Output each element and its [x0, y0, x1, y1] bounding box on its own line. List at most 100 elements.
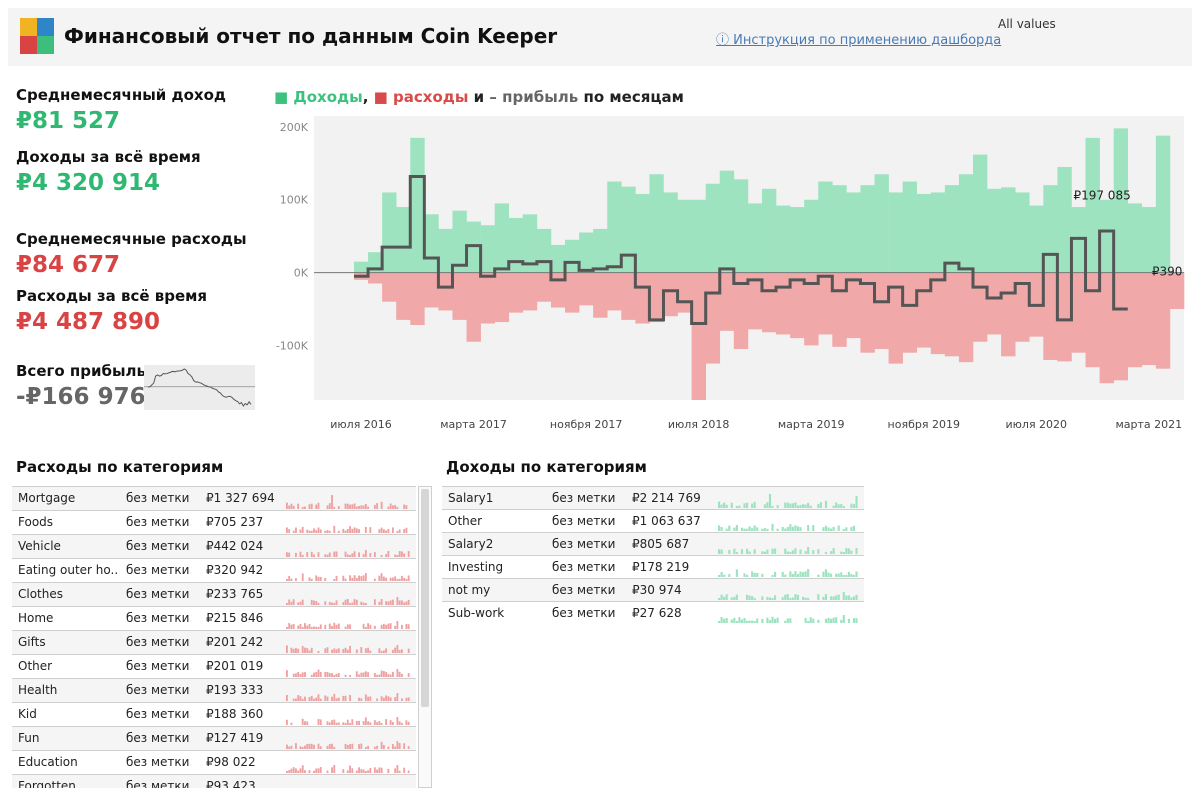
table-row[interactable]: Investing без метки ₽178 219 [442, 555, 864, 578]
expense-bar [1099, 272, 1114, 384]
sparkline-bar [346, 503, 349, 509]
sparkline-bar [799, 549, 802, 554]
sparkline-bar [774, 548, 777, 554]
sparkline-bar [771, 506, 774, 508]
sparkline-bar [373, 599, 376, 605]
table-row[interactable]: Forgotten без метки ₽93 423 [12, 774, 416, 788]
sparkline-bar [317, 627, 320, 629]
filter-label[interactable]: All values [998, 17, 1056, 31]
monthly-chart[interactable]: 200K 100K 0K -100K июля 2016 марта 2017 ноября… [270, 108, 1192, 430]
sparkline-bar [349, 723, 351, 725]
sparkline-bar [344, 578, 347, 581]
sparkline-bar [382, 744, 385, 749]
table-row[interactable]: not my без метки ₽30 974 [442, 578, 864, 601]
sparkline-bar [396, 717, 399, 725]
category-sparkline [718, 569, 858, 577]
income-bar [494, 203, 510, 273]
table-row[interactable]: Salary1 без метки ₽2 214 769 [442, 486, 864, 509]
table-row[interactable]: Health без метки ₽193 333 [12, 678, 416, 702]
expenses-table[interactable]: Mortgage без метки ₽1 327 694 Foods без метк… [12, 486, 416, 788]
table-row[interactable]: Gifts без метки ₽201 242 [12, 630, 416, 654]
sparkline-bar [794, 525, 797, 531]
income-bar [593, 228, 608, 273]
category-name: Education [18, 755, 78, 769]
sparkline-bar [319, 719, 322, 725]
sparkline-bar [342, 769, 345, 773]
sparkline-bar [380, 651, 383, 653]
sparkline-bar [725, 504, 728, 508]
expense-bar [888, 272, 903, 364]
sparkline-bar [295, 552, 297, 557]
table-row[interactable]: Other без метки ₽201 019 [12, 654, 416, 678]
sparkline-bar [362, 575, 365, 581]
expense-bar [860, 272, 875, 353]
table-row[interactable]: Home без метки ₽215 846 [12, 606, 416, 630]
sparkline-bar [376, 674, 379, 677]
table-row[interactable]: Other без метки ₽1 063 637 [442, 509, 864, 532]
sparkline-bar [398, 671, 401, 677]
sparkline-bar [385, 601, 388, 605]
sparkline-bar [358, 505, 360, 509]
category-sparkline [286, 550, 410, 557]
table-row[interactable]: Fun без метки ₽127 419 [12, 726, 416, 750]
sparkline-bar [344, 647, 347, 653]
expenses-scrollbar[interactable] [418, 486, 432, 788]
sparkline-bar [766, 502, 769, 508]
sparkline-bar [292, 698, 295, 701]
sparkline-bar [304, 672, 306, 677]
sparkline-bar [288, 623, 291, 629]
sparkline-bar [817, 549, 820, 554]
sparkline-bar [313, 600, 315, 605]
incomes-table[interactable]: Salary1 без метки ₽2 214 769 Other без метки… [442, 486, 864, 626]
table-row[interactable]: Salary2 без метки ₽805 687 [442, 532, 864, 555]
sparkline-bar [743, 528, 746, 531]
income-bar [649, 174, 664, 273]
sparkline-bar [789, 598, 792, 600]
x-tick-label: ноября 2019 [888, 418, 960, 430]
sparkline-bar [387, 746, 390, 749]
table-row[interactable]: Foods без метки ₽705 237 [12, 510, 416, 534]
sparkline-bar [353, 575, 356, 581]
help-link[interactable]: ⓘ Инструкция по применению дашборда [716, 33, 1002, 48]
sparkline-bar [753, 621, 756, 623]
table-row[interactable]: Vehicle без метки ₽442 024 [12, 534, 416, 558]
table-row[interactable]: Mortgage без метки ₽1 327 694 [12, 486, 416, 510]
sparkline-bar [315, 626, 318, 629]
sparkline-bar [794, 502, 797, 508]
sparkline-bar [358, 575, 360, 581]
sparkline-bar [817, 594, 820, 600]
sparkline-bar [288, 599, 291, 605]
sparkline-bar [297, 671, 300, 677]
sparkline-bar [306, 529, 309, 533]
sparkline-bar [342, 695, 345, 701]
sparkline-bar [802, 596, 805, 600]
sparkline-bar [306, 721, 309, 725]
sparkline-bar [342, 528, 345, 533]
sparkline-bar [781, 597, 784, 600]
expense-bar [987, 272, 1002, 335]
sparkline-bar [786, 594, 789, 600]
sparkline-bar [367, 770, 370, 773]
sparkline-bar [735, 594, 738, 600]
sparkline-bar [369, 527, 372, 533]
sparkline-bar [376, 722, 379, 725]
category-amount: ₽805 687 [632, 537, 690, 551]
sparkline-bar [351, 602, 354, 605]
table-row[interactable]: Eating outer ho.. без метки ₽320 942 [12, 558, 416, 582]
table-row[interactable]: Kid без метки ₽188 360 [12, 702, 416, 726]
sparkline-bar [290, 624, 293, 629]
sparkline-bar [394, 576, 397, 581]
sparkline-bar [335, 624, 338, 629]
sparkline-bar [335, 600, 338, 605]
sparkline-bar [380, 599, 383, 605]
sparkline-bar [387, 601, 390, 605]
income-bar [438, 228, 453, 273]
table-row[interactable]: Education без метки ₽98 022 [12, 750, 416, 774]
sparkline-bar [380, 670, 383, 677]
table-row[interactable]: Sub-work без метки ₽27 628 [442, 601, 864, 624]
scrollbar-thumb[interactable] [421, 489, 429, 707]
table-row[interactable]: Clothes без метки ₽233 765 [12, 582, 416, 606]
sparkline-bar [351, 528, 354, 533]
category-amount: ₽127 419 [206, 731, 264, 745]
expense-bar [508, 272, 524, 313]
